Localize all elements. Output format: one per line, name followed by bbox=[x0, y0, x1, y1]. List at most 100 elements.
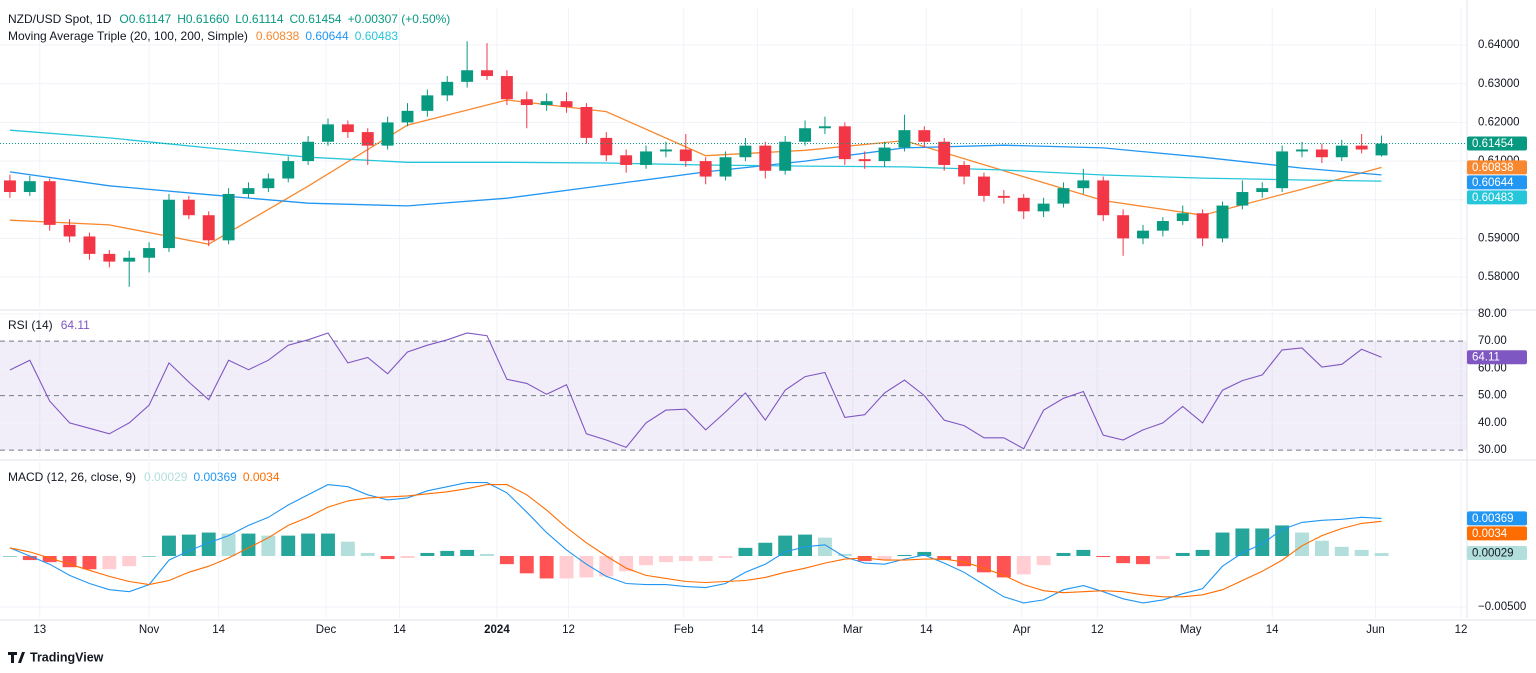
price-badge-label: 0.60838 bbox=[1472, 162, 1514, 174]
candle-body bbox=[540, 101, 553, 106]
candle-body bbox=[202, 215, 215, 241]
price-badge bbox=[1467, 511, 1527, 526]
candle-body bbox=[481, 70, 493, 77]
histogram-bar bbox=[201, 532, 216, 557]
brand: TradingView bbox=[30, 650, 104, 664]
candle-body bbox=[401, 110, 414, 123]
candle-body bbox=[739, 145, 752, 158]
candle-body bbox=[719, 157, 732, 177]
histogram-bar bbox=[380, 556, 395, 560]
x-tick-label: 2024 bbox=[484, 624, 510, 636]
x-tick-label: 14 bbox=[751, 624, 764, 636]
price-badge bbox=[1467, 546, 1527, 561]
histogram-bar bbox=[758, 542, 773, 557]
candle-body bbox=[699, 161, 712, 177]
histogram-bar bbox=[440, 550, 455, 557]
candle-body bbox=[1097, 180, 1110, 216]
price-badge-label: 0.00369 bbox=[1472, 513, 1514, 525]
histogram-bar bbox=[977, 556, 991, 573]
x-tick-label: Feb bbox=[674, 624, 694, 636]
candle-body bbox=[799, 128, 812, 142]
candle-body bbox=[1216, 205, 1229, 239]
histogram-bar bbox=[639, 556, 653, 566]
candle-body bbox=[600, 137, 613, 156]
x-tick-label: 12 bbox=[1455, 624, 1468, 636]
histogram-bar bbox=[281, 535, 296, 557]
candle-body bbox=[958, 164, 971, 177]
histogram-bar bbox=[1215, 532, 1230, 557]
ohlc-value: L0.61114 bbox=[235, 12, 284, 26]
x-tick-label: Apr bbox=[1013, 624, 1031, 636]
price-badge bbox=[1467, 526, 1527, 541]
histogram-bar bbox=[877, 556, 892, 561]
histogram-bar bbox=[1235, 528, 1250, 557]
y-tick-label: 60.00 bbox=[1478, 362, 1507, 374]
candle-body bbox=[759, 145, 772, 171]
y-tick-label: 0.64000 bbox=[1478, 39, 1520, 51]
histogram-bar bbox=[837, 553, 852, 557]
x-tick-label: 14 bbox=[393, 624, 406, 636]
histogram-bar bbox=[499, 556, 514, 565]
candle-body bbox=[23, 181, 36, 193]
histogram-bar bbox=[400, 556, 415, 559]
histogram-bar bbox=[539, 556, 554, 579]
histogram-bar bbox=[321, 533, 335, 557]
histogram-bar bbox=[460, 549, 475, 557]
histogram-bar bbox=[857, 556, 872, 562]
histogram-bar bbox=[62, 556, 77, 568]
histogram-bar bbox=[340, 541, 355, 557]
histogram-bar bbox=[162, 535, 176, 557]
candle-body bbox=[838, 126, 851, 160]
x-tick-label: Dec bbox=[316, 624, 337, 636]
ohlc-value: C0.61454 bbox=[290, 12, 342, 26]
histogram-bar bbox=[142, 556, 157, 557]
histogram-bar bbox=[1175, 552, 1190, 557]
indicator-title: MACD (12, 26, close, 9) bbox=[8, 470, 136, 484]
candle-body bbox=[580, 106, 593, 138]
y-tick-label: 40.00 bbox=[1478, 417, 1507, 429]
histogram-bar bbox=[1275, 525, 1290, 557]
histogram-bar bbox=[1374, 553, 1389, 557]
candle-body bbox=[1156, 221, 1169, 231]
y-tick-label: −0.00500 bbox=[1478, 601, 1526, 613]
price-badge-label: 0.00029 bbox=[1472, 548, 1514, 560]
histogram-bar bbox=[360, 552, 375, 557]
candle-body bbox=[1236, 192, 1249, 206]
candle-body bbox=[282, 161, 295, 179]
candle-body bbox=[938, 141, 951, 165]
price-badge-label: 64.11 bbox=[1472, 352, 1500, 364]
candle-body bbox=[779, 141, 792, 171]
candle-body bbox=[43, 181, 56, 225]
y-tick-label: 0.58000 bbox=[1478, 271, 1520, 283]
candle-body bbox=[1276, 151, 1289, 189]
candle-body bbox=[1176, 213, 1189, 222]
candle-body bbox=[63, 224, 76, 237]
candle-body bbox=[659, 149, 672, 152]
candle-body bbox=[182, 199, 195, 216]
rsi-line bbox=[9, 332, 1382, 450]
candle-body bbox=[461, 70, 474, 82]
candle-body bbox=[322, 124, 334, 142]
candle-body bbox=[381, 122, 394, 146]
histogram-bar bbox=[420, 552, 435, 557]
candle-body bbox=[1117, 215, 1130, 239]
histogram-bar bbox=[698, 556, 713, 562]
indicator-value: 0.60483 bbox=[355, 29, 399, 43]
histogram-bar bbox=[917, 551, 932, 557]
x-tick-label: 14 bbox=[920, 624, 933, 636]
price-badge-label: 0.60483 bbox=[1472, 192, 1514, 204]
histogram-bar bbox=[241, 533, 256, 557]
histogram-bar bbox=[678, 556, 693, 562]
candle-body bbox=[1335, 145, 1348, 158]
candle-body bbox=[878, 147, 891, 162]
histogram-bar bbox=[181, 534, 196, 557]
histogram-bar bbox=[102, 556, 117, 570]
indicator-value: 0.60644 bbox=[305, 29, 349, 43]
histogram-bar bbox=[22, 556, 37, 561]
candle-body bbox=[818, 126, 831, 129]
histogram-bar bbox=[480, 553, 494, 557]
price-badge bbox=[1467, 136, 1527, 151]
indicator-value: 0.0034 bbox=[243, 470, 280, 484]
histogram-bar bbox=[817, 537, 832, 557]
candle-body bbox=[3, 180, 16, 193]
